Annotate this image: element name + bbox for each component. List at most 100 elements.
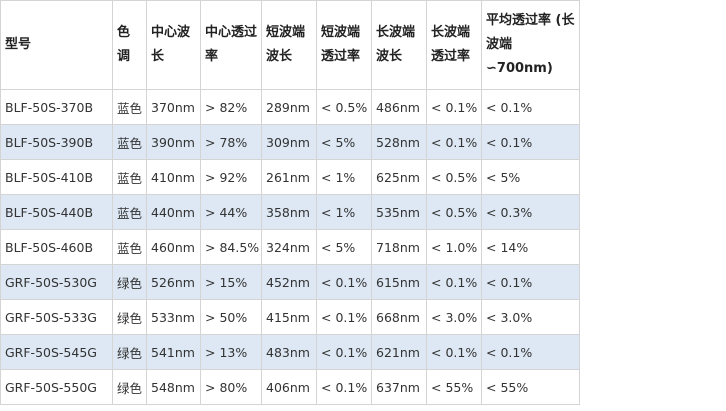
table-cell: < 1% (316, 159, 372, 195)
header-row: 型号 色调 中心波长 中心透过率 短波端波长 短波端透过率 长波端波长 长波端透过率 平均透过率… (0, 0, 580, 90)
table-cell: > 50% (200, 299, 262, 335)
table-cell: > 44% (200, 194, 262, 230)
table-row: BLF-50S-460B 蓝色 460nm > 84.5% 324nm < 5% 718nm… (0, 229, 580, 265)
table-cell: 535nm (371, 194, 427, 230)
table-cell: 蓝色 (112, 124, 147, 160)
table-cell: 440nm (146, 194, 201, 230)
table-row: GRF-50S-550G 绿色 548nm > 80% 406nm < 0.1% 637nm… (0, 369, 580, 405)
table-cell: < 0.1% (481, 124, 580, 160)
table-cell: 261nm (261, 159, 317, 195)
table-cell: 绿色 (112, 264, 147, 300)
table-cell: 541nm (146, 334, 201, 370)
header-cell: 中心透过率 (200, 0, 262, 90)
table-cell: < 0.1% (481, 264, 580, 300)
table-cell: > 13% (200, 334, 262, 370)
table-cell: GRF-50S-530G (0, 264, 113, 300)
table-cell: 415nm (261, 299, 317, 335)
table-cell: 绿色 (112, 369, 147, 405)
table-cell: < 55% (426, 369, 482, 405)
table-body: BLF-50S-370B 蓝色 370nm > 82% 289nm < 0.5% 486nm… (0, 89, 580, 405)
table-cell: 486nm (371, 89, 427, 125)
table-cell: BLF-50S-440B (0, 194, 113, 230)
table-cell: 289nm (261, 89, 317, 125)
table-cell: < 0.1% (426, 264, 482, 300)
table-cell: < 0.5% (316, 89, 372, 125)
table-cell: < 5% (316, 124, 372, 160)
table-cell: 528nm (371, 124, 427, 160)
table-cell: < 0.5% (426, 194, 482, 230)
table-row: GRF-50S-533G 绿色 533nm > 50% 415nm < 0.1% 668nm… (0, 299, 580, 335)
table-cell: < 0.1% (481, 89, 580, 125)
table-cell: > 84.5% (200, 229, 262, 265)
table-cell: < 0.1% (316, 264, 372, 300)
table-cell: < 55% (481, 369, 580, 405)
table-cell: 625nm (371, 159, 427, 195)
table-row: GRF-50S-530G 绿色 526nm > 15% 452nm < 0.1% 615nm… (0, 264, 580, 300)
table-cell: 410nm (146, 159, 201, 195)
table-cell: 621nm (371, 334, 427, 370)
table-cell: 452nm (261, 264, 317, 300)
header-cell: 型号 (0, 0, 113, 90)
table-cell: < 0.1% (481, 334, 580, 370)
table-cell: 637nm (371, 369, 427, 405)
table-cell: 309nm (261, 124, 317, 160)
table-cell: < 0.1% (426, 124, 482, 160)
table-cell: 615nm (371, 264, 427, 300)
table-cell: 蓝色 (112, 229, 147, 265)
table-cell: 绿色 (112, 334, 147, 370)
table-row: BLF-50S-410B 蓝色 410nm > 92% 261nm < 1% 625nm < … (0, 159, 580, 195)
table-cell: BLF-50S-390B (0, 124, 113, 160)
table-cell: 蓝色 (112, 194, 147, 230)
table-row: BLF-50S-390B 蓝色 390nm > 78% 309nm < 5% 528nm < … (0, 124, 580, 160)
table-cell: > 82% (200, 89, 262, 125)
table-cell: 460nm (146, 229, 201, 265)
header-cell: 中心波长 (146, 0, 201, 90)
table-cell: < 3.0% (481, 299, 580, 335)
table-cell: 370nm (146, 89, 201, 125)
header-cell: 短波端透过率 (316, 0, 372, 90)
header-cell: 平均透过率 (长波端∽700nm) (481, 0, 580, 90)
table-cell: < 1.0% (426, 229, 482, 265)
table-cell: < 5% (316, 229, 372, 265)
header-cell: 长波端透过率 (426, 0, 482, 90)
table-cell: 668nm (371, 299, 427, 335)
table-cell: 390nm (146, 124, 201, 160)
table-cell: < 14% (481, 229, 580, 265)
table-row: BLF-50S-370B 蓝色 370nm > 82% 289nm < 0.5% 486nm… (0, 89, 580, 125)
table-cell: < 0.1% (426, 334, 482, 370)
table-cell: 蓝色 (112, 89, 147, 125)
table-cell: < 0.5% (426, 159, 482, 195)
table-cell: GRF-50S-533G (0, 299, 113, 335)
table-cell: < 0.1% (316, 334, 372, 370)
header-cell: 长波端波长 (371, 0, 427, 90)
table-row: GRF-50S-545G 绿色 541nm > 13% 483nm < 0.1% 621nm… (0, 334, 580, 370)
table-cell: < 3.0% (426, 299, 482, 335)
table-cell: BLF-50S-370B (0, 89, 113, 125)
table-cell: > 80% (200, 369, 262, 405)
table-cell: 483nm (261, 334, 317, 370)
table-cell: GRF-50S-545G (0, 334, 113, 370)
header-cell: 短波端波长 (261, 0, 317, 90)
table-cell: > 15% (200, 264, 262, 300)
table-cell: < 0.1% (316, 369, 372, 405)
header-cell: 色调 (112, 0, 147, 90)
table-cell: < 5% (481, 159, 580, 195)
table-cell: < 0.1% (316, 299, 372, 335)
table-cell: 533nm (146, 299, 201, 335)
table-cell: 406nm (261, 369, 317, 405)
table-cell: BLF-50S-410B (0, 159, 113, 195)
table-cell: 324nm (261, 229, 317, 265)
table-cell: BLF-50S-460B (0, 229, 113, 265)
table-cell: 526nm (146, 264, 201, 300)
table-cell: 548nm (146, 369, 201, 405)
table-cell: 蓝色 (112, 159, 147, 195)
table-cell: 718nm (371, 229, 427, 265)
table-cell: > 92% (200, 159, 262, 195)
table-cell: > 78% (200, 124, 262, 160)
spec-table: 型号 色调 中心波长 中心透过率 短波端波长 短波端透过率 长波端波长 长波端透过率 平均透过率… (0, 0, 580, 405)
table-cell: GRF-50S-550G (0, 369, 113, 405)
table-cell: < 1% (316, 194, 372, 230)
table-row: BLF-50S-440B 蓝色 440nm > 44% 358nm < 1% 535nm < … (0, 194, 580, 230)
table-cell: 绿色 (112, 299, 147, 335)
